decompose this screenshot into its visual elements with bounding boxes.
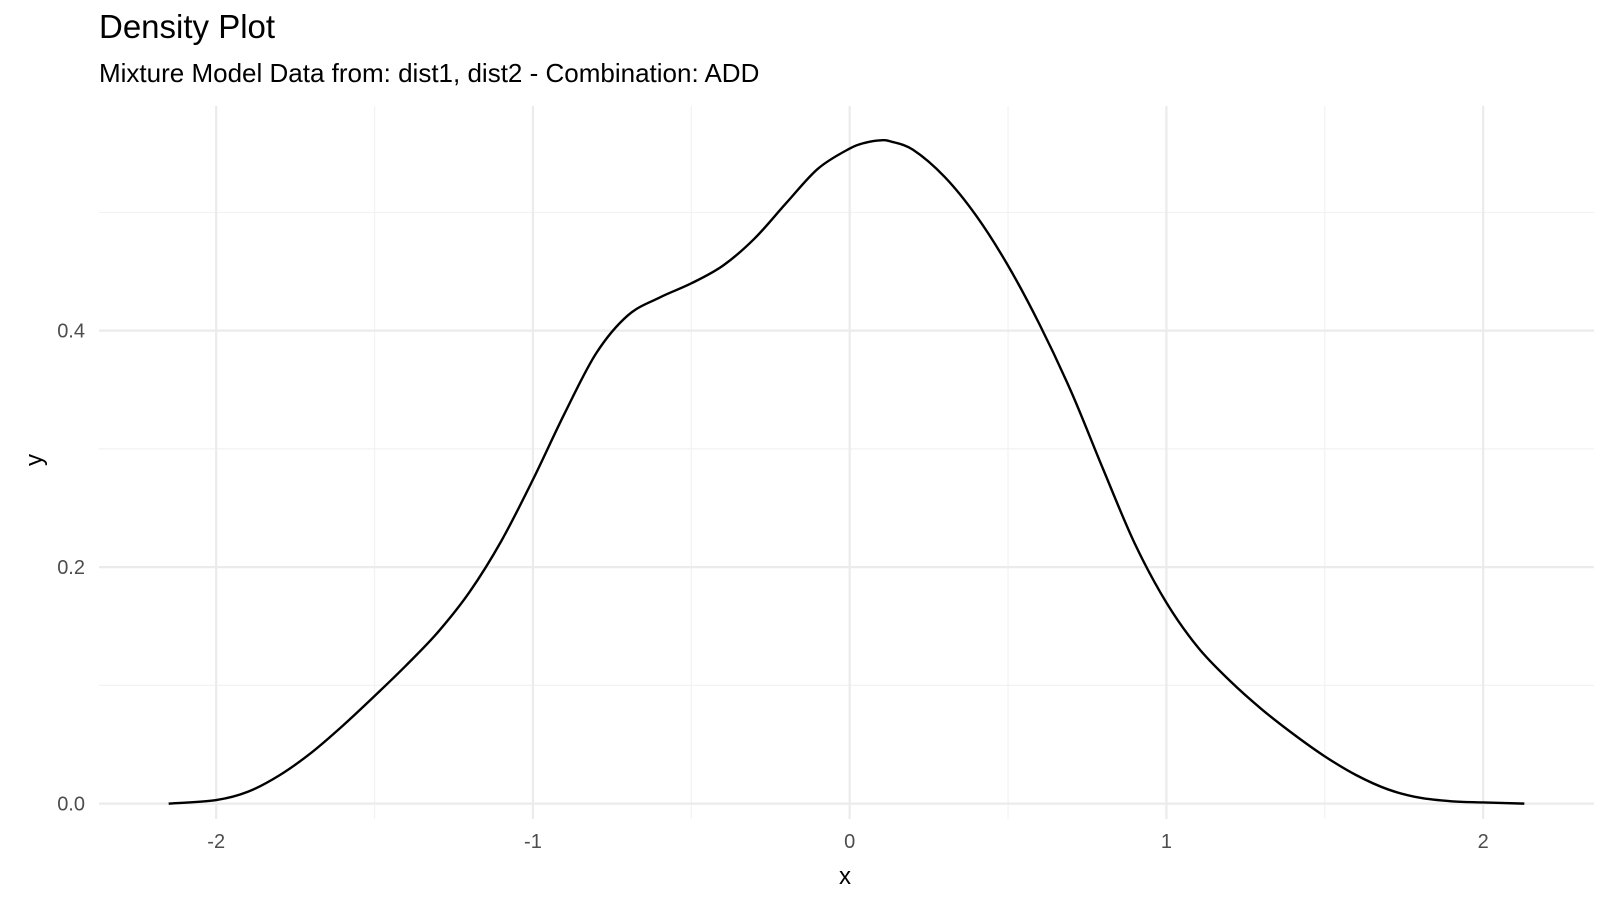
x-tick-label: -1: [524, 831, 542, 853]
y-tick-label: 0.2: [57, 557, 85, 579]
y-axis-title: y: [21, 454, 48, 466]
grid-minor: [99, 106, 1594, 819]
density-curve: [168, 138, 1525, 805]
series-layer: [168, 138, 1525, 805]
y-tick-label: 0.4: [57, 321, 85, 343]
chart-title: Density Plot: [99, 8, 276, 45]
chart-subtitle: Mixture Model Data from: dist1, dist2 - …: [99, 58, 760, 88]
x-tick-labels: -2 -1 0 1 2: [207, 831, 1488, 853]
x-tick-label: 1: [1161, 831, 1172, 853]
y-tick-label: 0.0: [57, 794, 85, 816]
x-tick-label: 2: [1478, 831, 1489, 853]
x-tick-label: 0: [844, 831, 855, 853]
grid-major: [99, 106, 1594, 819]
x-axis-title: x: [839, 863, 851, 890]
x-tick-label: -2: [207, 831, 225, 853]
y-tick-labels: 0.0 0.2 0.4: [57, 321, 85, 816]
